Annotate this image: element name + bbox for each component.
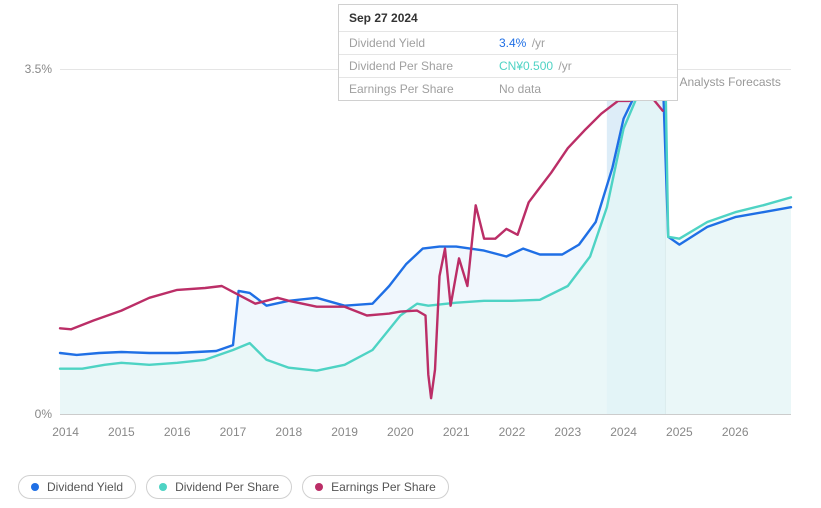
- tooltip-row-value: 3.4% /yr: [499, 36, 545, 50]
- tooltip-row: Earnings Per ShareNo data: [339, 78, 677, 100]
- tooltip-row-value: CN¥0.500 /yr: [499, 59, 572, 73]
- x-tick-label: 2020: [387, 425, 414, 439]
- legend: Dividend Yield Dividend Per Share Earnings…: [18, 475, 449, 499]
- y-tick-label: 3.5%: [25, 62, 52, 76]
- x-tick-label: 2024: [610, 425, 637, 439]
- x-tick-label: 2016: [164, 425, 191, 439]
- forecast-label: Analysts Forecasts: [679, 75, 780, 89]
- x-tick-label: 2021: [443, 425, 470, 439]
- tooltip-row-label: Earnings Per Share: [349, 82, 499, 96]
- x-tick-label: 2026: [722, 425, 749, 439]
- legend-label: Dividend Yield: [47, 480, 123, 494]
- y-tick-label: 0%: [35, 407, 52, 421]
- x-tick-label: 2019: [331, 425, 358, 439]
- tooltip-row-value: No data: [499, 82, 541, 96]
- legend-dot-icon: [315, 483, 323, 491]
- x-tick-label: 2025: [666, 425, 693, 439]
- x-tick-label: 2017: [220, 425, 247, 439]
- tooltip-row-label: Dividend Per Share: [349, 59, 499, 73]
- legend-label: Dividend Per Share: [175, 480, 279, 494]
- legend-label: Earnings Per Share: [331, 480, 436, 494]
- legend-item[interactable]: Dividend Yield: [18, 475, 136, 499]
- x-tick-label: 2014: [52, 425, 79, 439]
- x-tick-label: 2023: [554, 425, 581, 439]
- x-axis-line: [60, 414, 791, 415]
- tooltip-date: Sep 27 2024: [339, 5, 677, 32]
- x-tick-label: 2015: [108, 425, 135, 439]
- tooltip-row: Dividend Yield3.4% /yr: [339, 32, 677, 55]
- legend-item[interactable]: Earnings Per Share: [302, 475, 449, 499]
- legend-item[interactable]: Dividend Per Share: [146, 475, 292, 499]
- tooltip-row-label: Dividend Yield: [349, 36, 499, 50]
- x-tick-label: 2018: [275, 425, 302, 439]
- legend-dot-icon: [31, 483, 39, 491]
- tooltip: Sep 27 2024 Dividend Yield3.4% /yrDivide…: [338, 4, 678, 101]
- legend-dot-icon: [159, 483, 167, 491]
- chart-container: 0% 3.5% 2014 2015 2016 2017 2018 2019 2020 2021 2…: [0, 0, 821, 508]
- tooltip-row: Dividend Per ShareCN¥0.500 /yr: [339, 55, 677, 78]
- x-tick-label: 2022: [499, 425, 526, 439]
